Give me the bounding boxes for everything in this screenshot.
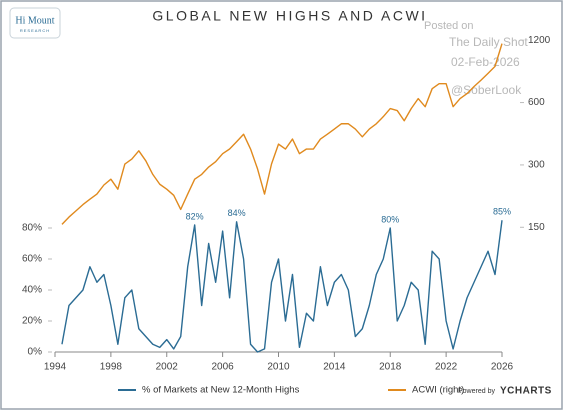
legend-label: % of Markets at New 12-Month Highs (142, 385, 300, 396)
x-tick-label: 2026 (491, 362, 514, 373)
y2-tick-label: 150 (528, 222, 545, 233)
x-tick-label: 2002 (156, 362, 179, 373)
logo-name: Hi Mount (15, 15, 54, 26)
x-tick-label: 2018 (379, 362, 402, 373)
watermark: Posted on (424, 20, 474, 32)
watermark: 02-Feb-2026 (451, 55, 520, 69)
data-label: 84% (228, 208, 246, 218)
series-line (61, 43, 503, 225)
legend-label: ACWI (right) (412, 385, 464, 396)
credit-brand: YCHARTS (500, 386, 552, 397)
y-tick-label: 20% (22, 316, 42, 327)
y-tick-label: 40% (22, 285, 42, 296)
y2-tick-label: 1200 (528, 35, 551, 46)
data-label: 82% (186, 211, 204, 221)
y-tick-label: 0% (28, 347, 43, 358)
chart-title: GLOBAL NEW HIGHS AND ACWI (152, 8, 427, 24)
x-tick-label: 2014 (323, 362, 346, 373)
watermark: The Daily Shot (449, 35, 528, 49)
x-tick-label: 2006 (212, 362, 235, 373)
y2-tick-label: 600 (528, 97, 545, 108)
credit-prefix: Powered by (458, 388, 495, 395)
y-tick-label: 80% (22, 223, 42, 234)
x-tick-label: 2022 (435, 362, 458, 373)
x-tick-label: 1998 (100, 362, 123, 373)
series-line (61, 220, 503, 353)
y-tick-label: 60% (22, 254, 42, 265)
data-label: 85% (493, 207, 511, 217)
y2-tick-label: 300 (528, 160, 545, 171)
x-tick-label: 1994 (44, 362, 67, 373)
watermark: @SoberLook (451, 83, 522, 97)
logo-sub: RESEARCH (20, 28, 50, 33)
data-label: 80% (381, 214, 399, 224)
x-tick-label: 2010 (267, 362, 290, 373)
logo-box (9, 7, 61, 39)
